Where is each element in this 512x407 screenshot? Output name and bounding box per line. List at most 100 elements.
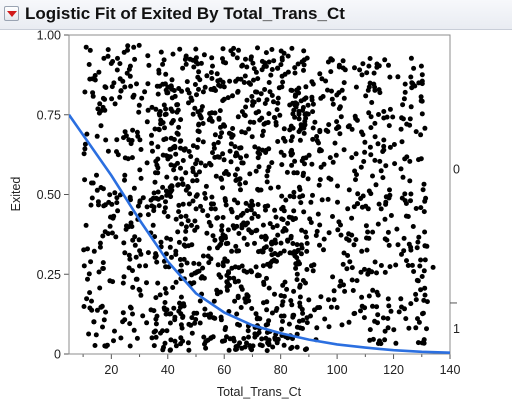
outline-header: Logistic Fit of Exited By Total_Trans_Ct xyxy=(0,0,512,30)
scatter-point xyxy=(378,206,384,212)
scatter-point xyxy=(359,72,365,78)
scatter-point xyxy=(153,321,159,327)
scatter-point xyxy=(278,293,284,299)
scatter-point xyxy=(341,147,347,153)
scatter-point xyxy=(197,77,203,83)
scatter-point xyxy=(127,321,133,327)
scatter-point xyxy=(198,275,204,281)
scatter-point xyxy=(225,95,231,101)
scatter-point xyxy=(161,209,167,215)
scatter-point xyxy=(153,106,159,112)
scatter-point xyxy=(128,220,134,226)
scatter-point xyxy=(234,55,240,61)
scatter-point xyxy=(114,200,120,206)
scatter-point xyxy=(368,114,374,120)
scatter-point xyxy=(173,279,179,285)
scatter-point xyxy=(198,114,204,120)
scatter-point xyxy=(354,278,360,284)
scatter-point xyxy=(155,280,161,286)
scatter-point xyxy=(268,240,274,246)
scatter-point xyxy=(418,132,424,138)
scatter-point xyxy=(195,128,201,134)
scatter-point xyxy=(259,133,265,138)
scatter-point xyxy=(370,287,376,293)
scatter-point xyxy=(352,113,358,119)
scatter-point xyxy=(236,231,242,236)
scatter-point xyxy=(186,321,192,327)
scatter-point xyxy=(365,229,371,235)
scatter-point xyxy=(177,46,183,52)
scatter-point xyxy=(288,233,294,239)
scatter-point xyxy=(100,186,106,192)
scatter-point xyxy=(381,143,387,149)
scatter-point xyxy=(419,72,425,78)
scatter-point xyxy=(278,48,284,54)
scatter-point xyxy=(333,152,339,158)
scatter-point xyxy=(341,80,347,86)
scatter-point xyxy=(154,83,160,89)
scatter-point xyxy=(416,234,422,240)
scatter-point xyxy=(331,288,337,294)
scatter-point xyxy=(303,280,308,286)
scatter-point xyxy=(131,327,137,333)
scatter-point xyxy=(164,307,170,313)
scatter-point xyxy=(353,84,359,90)
scatter-point xyxy=(185,340,191,346)
scatter-point xyxy=(211,298,217,304)
scatter-point xyxy=(82,141,88,147)
scatter-point xyxy=(291,107,297,113)
scatter-point xyxy=(349,265,355,271)
scatter-point xyxy=(288,123,294,129)
scatter-point xyxy=(281,342,287,348)
scatter-point xyxy=(255,155,261,161)
scatter-point xyxy=(281,248,287,254)
scatter-point xyxy=(341,250,347,256)
scatter-point xyxy=(225,227,231,233)
scatter-point xyxy=(252,240,257,246)
scatter-point xyxy=(87,76,93,82)
scatter-point xyxy=(387,74,393,80)
scatter-point xyxy=(100,233,106,239)
scatter-point xyxy=(385,316,391,321)
scatter-point xyxy=(282,138,288,144)
scatter-point xyxy=(334,119,340,125)
scatter-point xyxy=(117,94,123,100)
scatter-point xyxy=(240,62,245,68)
scatter-point xyxy=(268,247,274,253)
scatter-point xyxy=(233,178,239,183)
scatter-point xyxy=(178,214,184,220)
scatter-point xyxy=(118,88,124,94)
scatter-point xyxy=(82,177,88,183)
y-tick-label: 0.75 xyxy=(37,108,61,122)
x-axis-label: Total_Trans_Ct xyxy=(217,385,302,399)
scatter-point xyxy=(81,151,87,157)
scatter-point xyxy=(301,48,307,54)
scatter-point xyxy=(168,337,174,343)
scatter-point xyxy=(185,218,191,224)
scatter-point xyxy=(182,57,188,62)
scatter-point xyxy=(279,57,285,63)
scatter-point xyxy=(162,340,168,346)
scatter-point xyxy=(200,253,206,259)
scatter-point xyxy=(189,315,195,321)
scatter-point xyxy=(364,70,370,76)
scatter-point xyxy=(205,312,211,318)
scatter-point xyxy=(220,79,226,85)
scatter-point xyxy=(213,173,219,179)
scatter-point xyxy=(191,280,197,286)
scatter-point xyxy=(269,310,275,316)
scatter-point xyxy=(289,45,295,51)
scatter-point xyxy=(261,282,267,287)
scatter-point xyxy=(154,313,160,319)
scatter-point xyxy=(227,78,233,84)
scatter-point xyxy=(375,292,381,298)
scatter-point xyxy=(325,196,331,202)
scatter-point xyxy=(145,53,151,59)
scatter-point xyxy=(249,306,255,311)
scatter-point xyxy=(180,338,186,344)
scatter-point xyxy=(386,195,392,201)
scatter-point xyxy=(125,156,131,162)
scatter-point xyxy=(115,55,120,61)
scatter-point xyxy=(302,161,307,167)
disclosure-menu-icon[interactable] xyxy=(4,6,19,21)
